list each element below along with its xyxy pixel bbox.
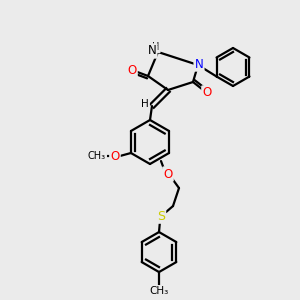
Text: CH₃: CH₃ (88, 151, 106, 161)
Text: O: O (110, 149, 120, 163)
Text: CH₃: CH₃ (149, 286, 169, 296)
Text: N: N (195, 58, 203, 70)
Text: N: N (148, 44, 156, 58)
Text: H: H (152, 42, 160, 52)
Text: O: O (164, 168, 172, 181)
Text: O: O (128, 64, 136, 76)
Text: S: S (157, 210, 165, 223)
Text: O: O (202, 86, 211, 100)
Text: H: H (141, 99, 149, 109)
